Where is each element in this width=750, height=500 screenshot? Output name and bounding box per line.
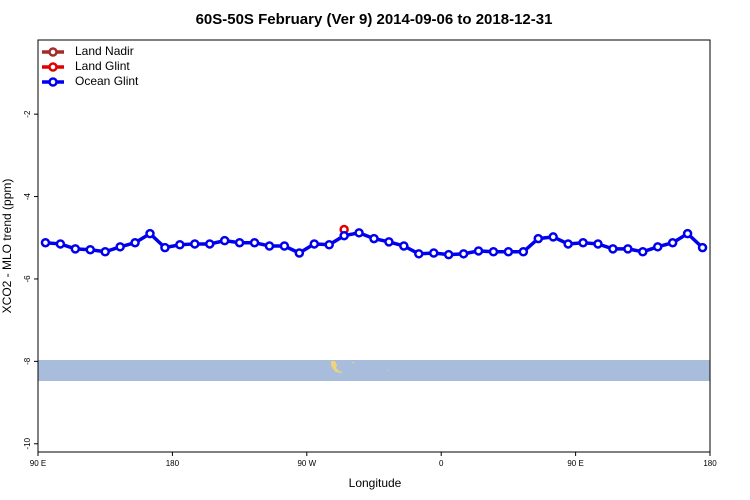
data-point <box>667 237 678 248</box>
legend-marker <box>48 77 58 87</box>
map-strip <box>38 360 710 381</box>
data-point <box>294 248 305 258</box>
x-tick-label: 90 W <box>297 459 316 468</box>
data-point <box>399 241 409 251</box>
data-point <box>339 230 349 241</box>
data-point <box>324 240 334 250</box>
data-point <box>279 241 290 251</box>
data-point <box>249 237 260 248</box>
legend-marker <box>48 62 58 72</box>
data-point <box>160 242 170 253</box>
y-tick-label: -6 <box>23 275 32 283</box>
land-patch <box>352 362 354 363</box>
legend-marker <box>48 47 58 57</box>
data-point <box>518 247 529 257</box>
x-tick-label: 0 <box>439 459 444 468</box>
data-point <box>593 239 603 249</box>
data-point <box>55 239 66 249</box>
data-point <box>682 228 693 239</box>
data-point <box>40 237 51 248</box>
data-point <box>578 237 588 248</box>
x-tick-label: 90 E <box>30 459 46 468</box>
data-point <box>414 249 424 259</box>
legend-label: Land Glint <box>75 59 130 73</box>
data-point <box>204 239 215 249</box>
data-point <box>190 239 200 249</box>
x-tick-label: 180 <box>703 459 717 468</box>
y-tick-label: -2 <box>23 110 32 118</box>
legend-label: Land Nadir <box>75 44 134 58</box>
data-point <box>354 228 364 238</box>
land-patch <box>331 361 343 373</box>
y-tick-label: -10 <box>23 437 32 449</box>
data-point <box>234 237 245 248</box>
data-point <box>697 242 708 253</box>
data-point <box>115 242 125 252</box>
data-point <box>100 247 110 257</box>
plot-frame <box>37 39 711 453</box>
data-point <box>175 240 185 250</box>
data-point <box>548 232 558 242</box>
ocean-band <box>38 360 710 381</box>
data-point <box>652 242 663 252</box>
y-tick-label: -8 <box>23 357 32 365</box>
data-point <box>309 239 320 249</box>
legend-label: Ocean Glint <box>75 74 139 88</box>
x-axis-label: Longitude <box>349 476 402 490</box>
data-point <box>428 248 439 258</box>
data-point <box>473 246 484 256</box>
data-point <box>264 241 275 251</box>
data-point <box>384 237 394 247</box>
data-point <box>608 244 618 254</box>
y-axis-label: XCO2 - MLO trend (ppm) <box>0 179 14 314</box>
data-point <box>145 228 155 239</box>
data-point <box>563 239 573 249</box>
land-patch <box>387 370 388 371</box>
data-point <box>488 247 499 257</box>
data-point <box>533 233 544 244</box>
data-point <box>503 247 514 257</box>
x-tick-label: 90 E <box>567 459 583 468</box>
data-point <box>70 244 81 254</box>
data-point <box>369 233 379 244</box>
x-tick-label: 180 <box>166 459 180 468</box>
data-point <box>443 249 454 260</box>
data-point <box>130 237 140 248</box>
data-point <box>85 244 96 255</box>
data-point <box>638 247 648 257</box>
chart-title: 60S-50S February (Ver 9) 2014-09-06 to 2… <box>196 11 553 28</box>
y-tick-label: -4 <box>23 192 32 200</box>
data-point <box>623 244 633 254</box>
data-point <box>219 235 230 246</box>
data-point <box>458 249 469 259</box>
